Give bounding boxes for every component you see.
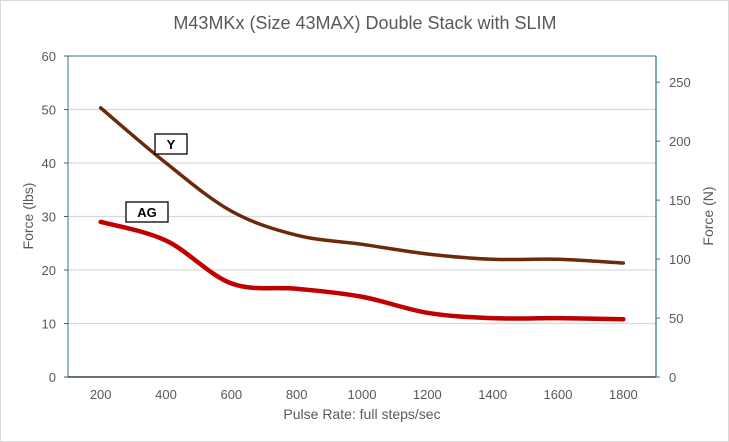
series-label: AG (137, 205, 157, 220)
series-line-y (98, 106, 626, 265)
y-tick-label: 0 (49, 370, 56, 385)
x-axis-label: Pulse Rate: full steps/sec (283, 406, 440, 422)
y2-tick-label: 0 (669, 370, 676, 385)
x-tick-label: 200 (90, 387, 112, 402)
y-axis-label: Force (lbs) (20, 183, 36, 250)
chart-title: M43MKx (Size 43MAX) Double Stack with SL… (173, 13, 556, 33)
y-tick-label: 50 (42, 103, 56, 118)
y-tick-label: 60 (42, 49, 56, 64)
y2-tick-label: 100 (669, 252, 691, 267)
y-tick-label: 10 (42, 317, 56, 332)
y2-tick-label: 250 (669, 75, 691, 90)
x-tick-label: 1600 (544, 387, 573, 402)
x-tick-label: 1000 (348, 387, 377, 402)
y-tick-label: 20 (42, 263, 56, 278)
x-tick-label: 1200 (413, 387, 442, 402)
series-label: Y (167, 137, 176, 152)
x-tick-label: 1400 (478, 387, 507, 402)
y2-tick-label: 200 (669, 134, 691, 149)
y-tick-label: 30 (42, 210, 56, 225)
y2-tick-label: 150 (669, 193, 691, 208)
y-tick-label: 40 (42, 156, 56, 171)
y2-axis-label: Force (N) (700, 186, 716, 245)
y2-tick-label: 50 (669, 311, 683, 326)
x-tick-label: 400 (155, 387, 177, 402)
x-tick-label: 1800 (609, 387, 638, 402)
series-label-box (125, 201, 169, 223)
series-label-box (154, 133, 188, 155)
x-tick-label: 600 (220, 387, 242, 402)
x-tick-label: 800 (286, 387, 308, 402)
